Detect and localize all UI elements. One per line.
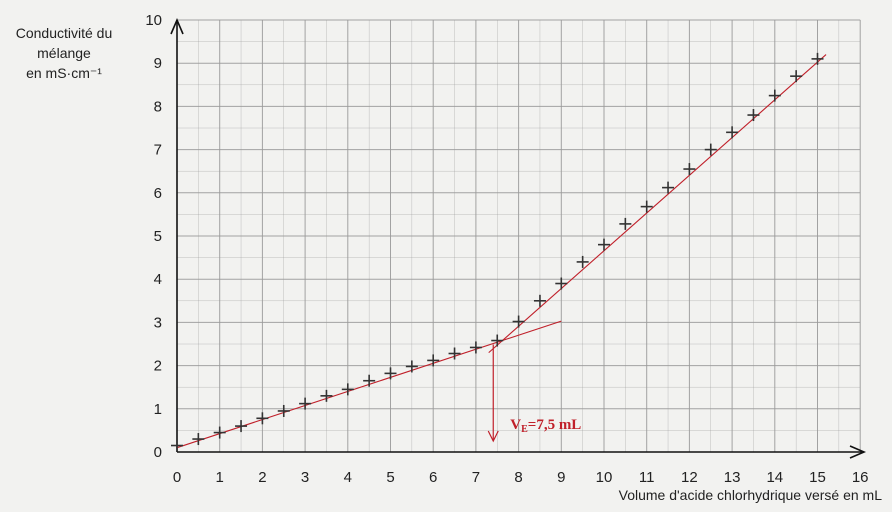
x-tick-label: 2 — [258, 469, 266, 486]
x-tick-label: 5 — [386, 469, 394, 486]
y-axis-arrow — [170, 17, 184, 35]
data-point — [640, 200, 653, 213]
data-point — [704, 143, 717, 156]
data-point — [384, 367, 397, 380]
data-point — [619, 217, 632, 230]
x-axis-label: Volume d'acide chlorhydrique versé en mL — [619, 487, 883, 503]
data-point — [576, 255, 589, 268]
data-point — [192, 433, 205, 446]
x-tick-label: 3 — [301, 469, 309, 486]
y-tick-label: 3 — [154, 314, 162, 331]
data-point — [555, 277, 568, 290]
data-point — [768, 89, 781, 102]
y-tick-label: 6 — [154, 185, 162, 202]
data-point — [683, 163, 696, 176]
y-axis-label-line-2: mélange — [37, 45, 91, 61]
data-point — [277, 404, 290, 417]
data-point — [811, 52, 824, 65]
x-tick-label: 13 — [724, 469, 741, 486]
axes — [170, 17, 867, 459]
fit-lines — [176, 54, 827, 449]
data-point — [598, 238, 610, 251]
x-tick-label: 10 — [596, 469, 613, 486]
x-tick-label: 14 — [766, 469, 783, 486]
x-tick-label: 0 — [173, 469, 181, 486]
y-tick-label: 1 — [154, 401, 162, 418]
data-point — [533, 294, 546, 307]
data-point — [726, 126, 739, 139]
y-tick-label: 0 — [154, 444, 162, 461]
data-point — [235, 420, 248, 433]
data-points — [171, 52, 824, 452]
x-tick-label: 8 — [514, 469, 522, 486]
fit-line-2 — [488, 54, 827, 354]
y-tick-label: 2 — [154, 358, 162, 375]
data-point — [790, 70, 803, 83]
x-tick-label: 7 — [472, 469, 480, 486]
y-axis-label-line-3: en mS·cm⁻¹ — [26, 65, 102, 81]
annotations: VE=7,5 mL — [487, 344, 581, 443]
data-point — [662, 181, 675, 194]
y-axis-label-line-1: Conductivité du — [16, 25, 113, 41]
data-point — [213, 426, 226, 439]
data-point — [491, 334, 504, 347]
data-point — [405, 360, 418, 373]
x-tick-label: 1 — [216, 469, 224, 486]
grid — [176, 19, 861, 453]
data-point — [256, 412, 269, 425]
y-tick-label: 4 — [154, 271, 162, 288]
x-tick-label: 9 — [557, 469, 565, 486]
data-point — [320, 389, 333, 402]
data-point — [747, 109, 760, 122]
y-tick-label: 5 — [154, 228, 162, 245]
x-tick-label: 12 — [681, 469, 698, 486]
x-tick-label: 6 — [429, 469, 437, 486]
data-point — [448, 347, 461, 360]
data-point — [363, 374, 376, 387]
x-tick-label: 4 — [344, 469, 352, 486]
equivalence-arrow-head — [487, 430, 499, 443]
x-tick-label: 11 — [639, 469, 655, 486]
y-tick-label: 7 — [154, 142, 162, 159]
x-tick-label: 15 — [809, 469, 826, 486]
data-point — [512, 315, 525, 328]
data-point — [299, 397, 312, 410]
equivalence-label: VE=7,5 mL — [510, 417, 581, 435]
data-point — [341, 383, 354, 396]
data-point — [469, 341, 482, 354]
data-point — [171, 439, 183, 452]
x-tick-label: 16 — [852, 469, 869, 486]
data-point — [427, 354, 440, 367]
y-tick-label: 10 — [145, 12, 162, 29]
y-tick-label: 9 — [154, 55, 162, 72]
x-axis-arrow — [849, 445, 867, 459]
y-tick-label: 8 — [154, 98, 162, 115]
